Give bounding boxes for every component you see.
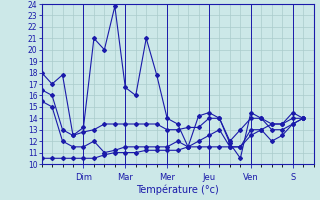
X-axis label: Température (°c): Température (°c) — [136, 185, 219, 195]
